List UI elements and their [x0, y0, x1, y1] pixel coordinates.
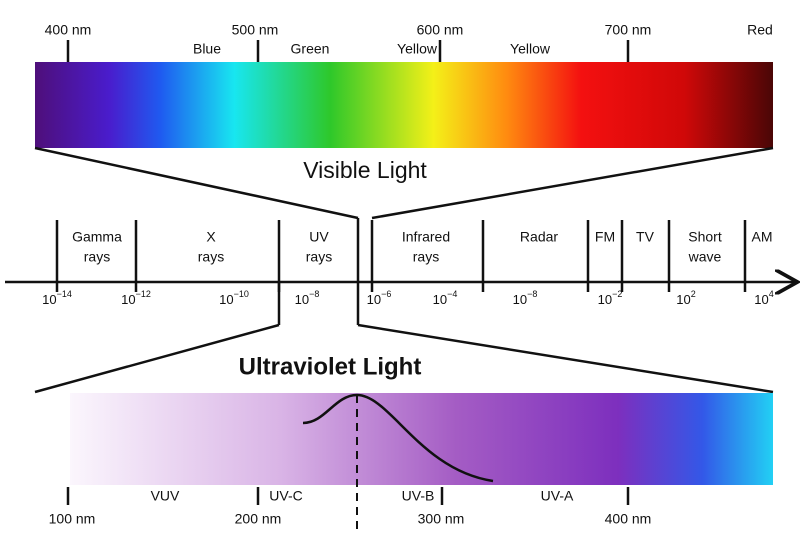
exponent: −4 — [447, 289, 457, 299]
region-label: wave — [688, 249, 722, 265]
region-label: Radar — [520, 229, 558, 245]
wavelength-label: Red — [747, 22, 773, 38]
band-label: UV-A — [541, 488, 574, 504]
wavelength-label: 500 nm — [232, 22, 279, 38]
scale-label: 102 — [676, 289, 695, 307]
region-label: rays — [198, 249, 224, 265]
region-label: rays — [413, 249, 439, 265]
exponent: −6 — [381, 289, 391, 299]
scale-label: 104 — [754, 289, 773, 307]
exponent: −12 — [136, 289, 151, 299]
region-label: Gamma — [72, 229, 122, 245]
region-label: X — [206, 229, 216, 245]
base: 10 — [754, 292, 768, 307]
zoom-lines — [34, 146, 774, 394]
region-label: FM — [595, 229, 615, 245]
exponent: 4 — [769, 289, 774, 299]
base: 10 — [42, 292, 56, 307]
band-label: VUV — [151, 488, 180, 504]
wavelength-label: 400 nm — [45, 22, 92, 38]
wavelength-label: 100 nm — [49, 511, 96, 527]
base: 10 — [513, 292, 527, 307]
base: 10 — [295, 292, 309, 307]
region-label: Infrared — [402, 229, 450, 245]
scale-label: 10−6 — [367, 289, 392, 307]
base: 10 — [367, 292, 381, 307]
scale-label: 10−12 — [121, 289, 151, 307]
band-label: UV-C — [269, 488, 302, 504]
color-label: Yellow — [510, 41, 551, 57]
wavelength-label: 200 nm — [235, 511, 282, 527]
base: 10 — [433, 292, 447, 307]
exponent: −8 — [527, 289, 537, 299]
uv-spectrum-bar — [70, 393, 773, 485]
wavelength-label: 300 nm — [418, 511, 465, 527]
color-label: Green — [291, 41, 330, 57]
base: 10 — [598, 292, 612, 307]
scale-label: 10−8 — [513, 289, 538, 307]
region-label: UV — [309, 229, 329, 245]
exponent: −14 — [57, 289, 72, 299]
wavelength-label: 400 nm — [605, 511, 652, 527]
visible-title: Visible Light — [303, 157, 427, 183]
exponent: −10 — [234, 289, 249, 299]
scale-label: 10−4 — [433, 289, 458, 307]
region-label: rays — [84, 249, 110, 265]
exponent: −2 — [612, 289, 622, 299]
base: 10 — [121, 292, 135, 307]
exponent: −8 — [309, 289, 319, 299]
scale-label: 10−2 — [598, 289, 623, 307]
visible-spectrum-bar — [35, 62, 773, 148]
scale-label: 10−10 — [219, 289, 249, 307]
band-label: UV-B — [402, 488, 435, 504]
exponent: 2 — [691, 289, 696, 299]
base: 10 — [676, 292, 690, 307]
wavelength-label: 700 nm — [605, 22, 652, 38]
color-label: Yellow — [397, 41, 438, 57]
scale-label: 10−14 — [42, 289, 72, 307]
uv-title: Ultraviolet Light — [239, 353, 422, 380]
region-label: rays — [306, 249, 332, 265]
wavelength-label: 600 nm — [417, 22, 464, 38]
color-label: Blue — [193, 41, 221, 57]
scale-label: 10−8 — [295, 289, 320, 307]
region-label: TV — [636, 229, 655, 245]
uv-curve — [302, 393, 494, 483]
base: 10 — [219, 292, 233, 307]
region-label: Short — [688, 229, 722, 245]
region-label: AM — [752, 229, 773, 245]
